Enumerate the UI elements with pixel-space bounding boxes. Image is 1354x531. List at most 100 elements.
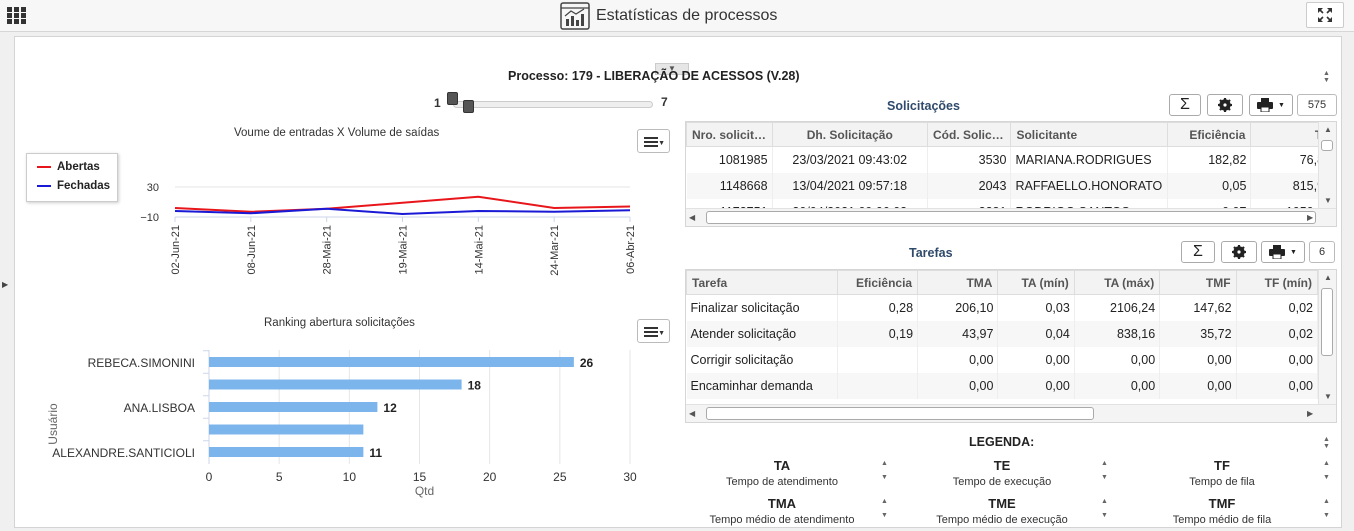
series-line-fechadas [174, 207, 631, 216]
process-collapse-tab[interactable]: ▼ [655, 63, 689, 75]
table-row[interactable]: 1081985 23/03/2021 09:43:02 3530 MARIANA.RO… [686, 146, 1336, 173]
side-collapse-icon[interactable]: ▶ [2, 280, 9, 289]
legend-ta-scroll-icon[interactable]: ▲ ▼ [881, 460, 888, 481]
table-cell: 0,00 [1074, 346, 1161, 373]
scroll-thumb[interactable] [706, 407, 1094, 420]
tarefas-column-header[interactable]: Eficiência [836, 270, 919, 295]
solicitacoes-vertical-scrollbar[interactable]: ▲ ▼ [1318, 122, 1336, 208]
table-cell: 0,00 [1159, 346, 1237, 373]
scroll-up-icon[interactable]: ▲ [1324, 273, 1332, 282]
x-tick-label: 19-Mai-21 [398, 225, 410, 275]
solicitacoes-column-header[interactable]: Nro. solicitação [686, 122, 773, 147]
sigma-icon: Σ [1180, 96, 1190, 113]
table-cell: 2106,24 [1074, 294, 1161, 321]
table-cell: 35,72 [1159, 320, 1237, 347]
tarefas-column-header[interactable]: TA (mín) [997, 270, 1075, 295]
slider-low-handle[interactable] [447, 92, 458, 105]
tarefas-print-button[interactable]: ▼ [1261, 241, 1305, 263]
tarefas-column-header[interactable]: TF (mín) [1235, 270, 1319, 295]
table-row[interactable]: Corrigir solicitação 0,00 0,00 0,00 0,00 0,00 [686, 346, 1319, 373]
series-line-abertas [174, 195, 631, 213]
table-cell: 0,00 [917, 346, 999, 373]
scroll-right-icon[interactable]: ▶ [1307, 409, 1314, 418]
tarefas-vertical-scrollbar[interactable]: ▲ ▼ [1318, 270, 1336, 404]
table-cell [837, 372, 919, 399]
scroll-right-icon[interactable]: ▶ [1307, 213, 1314, 222]
fullscreen-button[interactable] [1306, 2, 1344, 28]
table-cell: 0,02 [1236, 294, 1319, 321]
table-cell: 13/04/2021 09:57:18 [772, 172, 929, 199]
caret-down-icon: ▼ [1278, 101, 1285, 109]
bar-data-label: 12 [383, 401, 397, 415]
scroll-thumb[interactable] [706, 211, 1316, 224]
solicitacoes-print-button[interactable]: ▼ [1249, 94, 1293, 116]
legend-tma-scroll-icon[interactable]: ▲ ▼ [881, 498, 888, 519]
legend-abbr-tf: TF [1214, 458, 1230, 473]
table-row[interactable]: Encaminhar demanda 0,00 0,00 0,00 0,00 0,00 [686, 372, 1319, 399]
x-tick-label: 02-Jun-21 [170, 225, 182, 275]
scroll-left-icon[interactable]: ◀ [689, 213, 696, 222]
scroll-thumb[interactable] [1321, 140, 1333, 151]
table-cell: 0,00 [917, 372, 999, 399]
legend-item-abertas[interactable]: Abertas [37, 161, 100, 173]
process-scroll-icon[interactable]: ▲ ▼ [1323, 70, 1330, 84]
solicitacoes-sum-button[interactable]: Σ [1169, 94, 1201, 116]
legend-label: Abertas [57, 161, 100, 173]
legend-desc-tf: Tempo de fila [1189, 476, 1255, 488]
x-tick-label: 06-Abr-21 [625, 225, 637, 274]
x-tick-label: 28-Mai-21 [322, 225, 334, 275]
apps-grid-icon[interactable] [7, 7, 27, 25]
tarefas-count-badge: 6 [1309, 241, 1335, 263]
bar-chart: 0 5 10 15 20 25 30 26 REBECA.SIMONINI 18 12 ANA.LIS… [46, 350, 637, 498]
tarefas-column-header[interactable]: TA (máx) [1073, 270, 1161, 295]
legend-swatch [37, 166, 51, 168]
legenda-scroll-icon[interactable]: ▲ ▼ [1323, 436, 1330, 450]
legend-abbr-te: TE [993, 458, 1011, 473]
legend-abbr-ta: TA [773, 458, 791, 473]
tarefas-sum-button[interactable]: Σ [1181, 241, 1215, 263]
legend-tf-scroll-icon[interactable]: ▲ ▼ [1323, 460, 1330, 481]
scroll-left-icon[interactable]: ◀ [689, 409, 696, 418]
tarefas-column-header[interactable]: TMA [917, 270, 999, 295]
table-cell: 0,19 [837, 320, 919, 347]
range-slider[interactable] [453, 101, 653, 108]
table-row[interactable]: 1148668 13/04/2021 09:57:18 2043 RAFFAELLO.… [686, 172, 1336, 199]
solicitacoes-column-header[interactable]: Cód. Solicitante [926, 122, 1012, 147]
scroll-down-icon[interactable]: ▼ [1324, 392, 1332, 401]
legend-tmf-scroll-icon[interactable]: ▲ ▼ [1323, 498, 1330, 519]
legend-tme-scroll-icon[interactable]: ▲ ▼ [1101, 498, 1108, 519]
tarefas-column-header[interactable]: Tarefa [686, 270, 838, 295]
table-cell: 2043 [927, 172, 1012, 199]
scroll-up-icon[interactable]: ▲ [1324, 125, 1332, 134]
line-chart-legend: Abertas Fechadas [26, 153, 118, 202]
caret-down-icon: ▼ [658, 330, 665, 337]
table-cell: 206,10 [917, 294, 999, 321]
tarefas-column-header[interactable]: TMF [1159, 270, 1237, 295]
slider-high-handle[interactable] [463, 100, 474, 113]
solicitacoes-column-header[interactable]: Dh. Solicitação [771, 122, 929, 147]
legend-item-fechadas[interactable]: Fechadas [37, 180, 110, 192]
tarefas-settings-button[interactable] [1221, 241, 1257, 263]
legend-te-scroll-icon[interactable]: ▲ ▼ [1101, 460, 1108, 481]
table-cell: 0,04 [997, 320, 1075, 347]
table-row[interactable]: Atender solicitação 0,19 43,97 0,04 838,16 35… [686, 320, 1319, 347]
tarefas-title: Tarefas [909, 246, 953, 260]
x-tick-label: 30 [623, 470, 637, 484]
solicitacoes-settings-button[interactable] [1207, 94, 1243, 116]
table-cell: 0,05 [1167, 172, 1252, 199]
legend-desc-tmf: Tempo médio de fila [1172, 514, 1272, 526]
bar-chart-menu-button[interactable]: ▼ [637, 319, 670, 343]
table-row[interactable]: Finalizar solicitação 0,28 206,10 0,03 2106,… [686, 294, 1319, 321]
table-cell: Finalizar solicitação [686, 294, 838, 321]
legend-desc-tma: Tempo médio de atendimento [709, 514, 855, 526]
tarefas-horizontal-scrollbar[interactable]: ◀ ▶ [686, 404, 1336, 422]
scroll-down-icon[interactable]: ▼ [1324, 196, 1332, 205]
scroll-thumb[interactable] [1321, 288, 1333, 356]
table-cell: 0,00 [997, 372, 1075, 399]
line-chart-menu-button[interactable]: ▼ [637, 129, 670, 153]
solicitacoes-column-header[interactable]: Eficiência [1166, 122, 1252, 147]
y-tick-label: 30 [147, 182, 159, 194]
solicitacoes-horizontal-scrollbar[interactable]: ◀ ▶ [686, 208, 1336, 226]
solicitacoes-column-header[interactable]: Solicitante [1010, 122, 1168, 147]
